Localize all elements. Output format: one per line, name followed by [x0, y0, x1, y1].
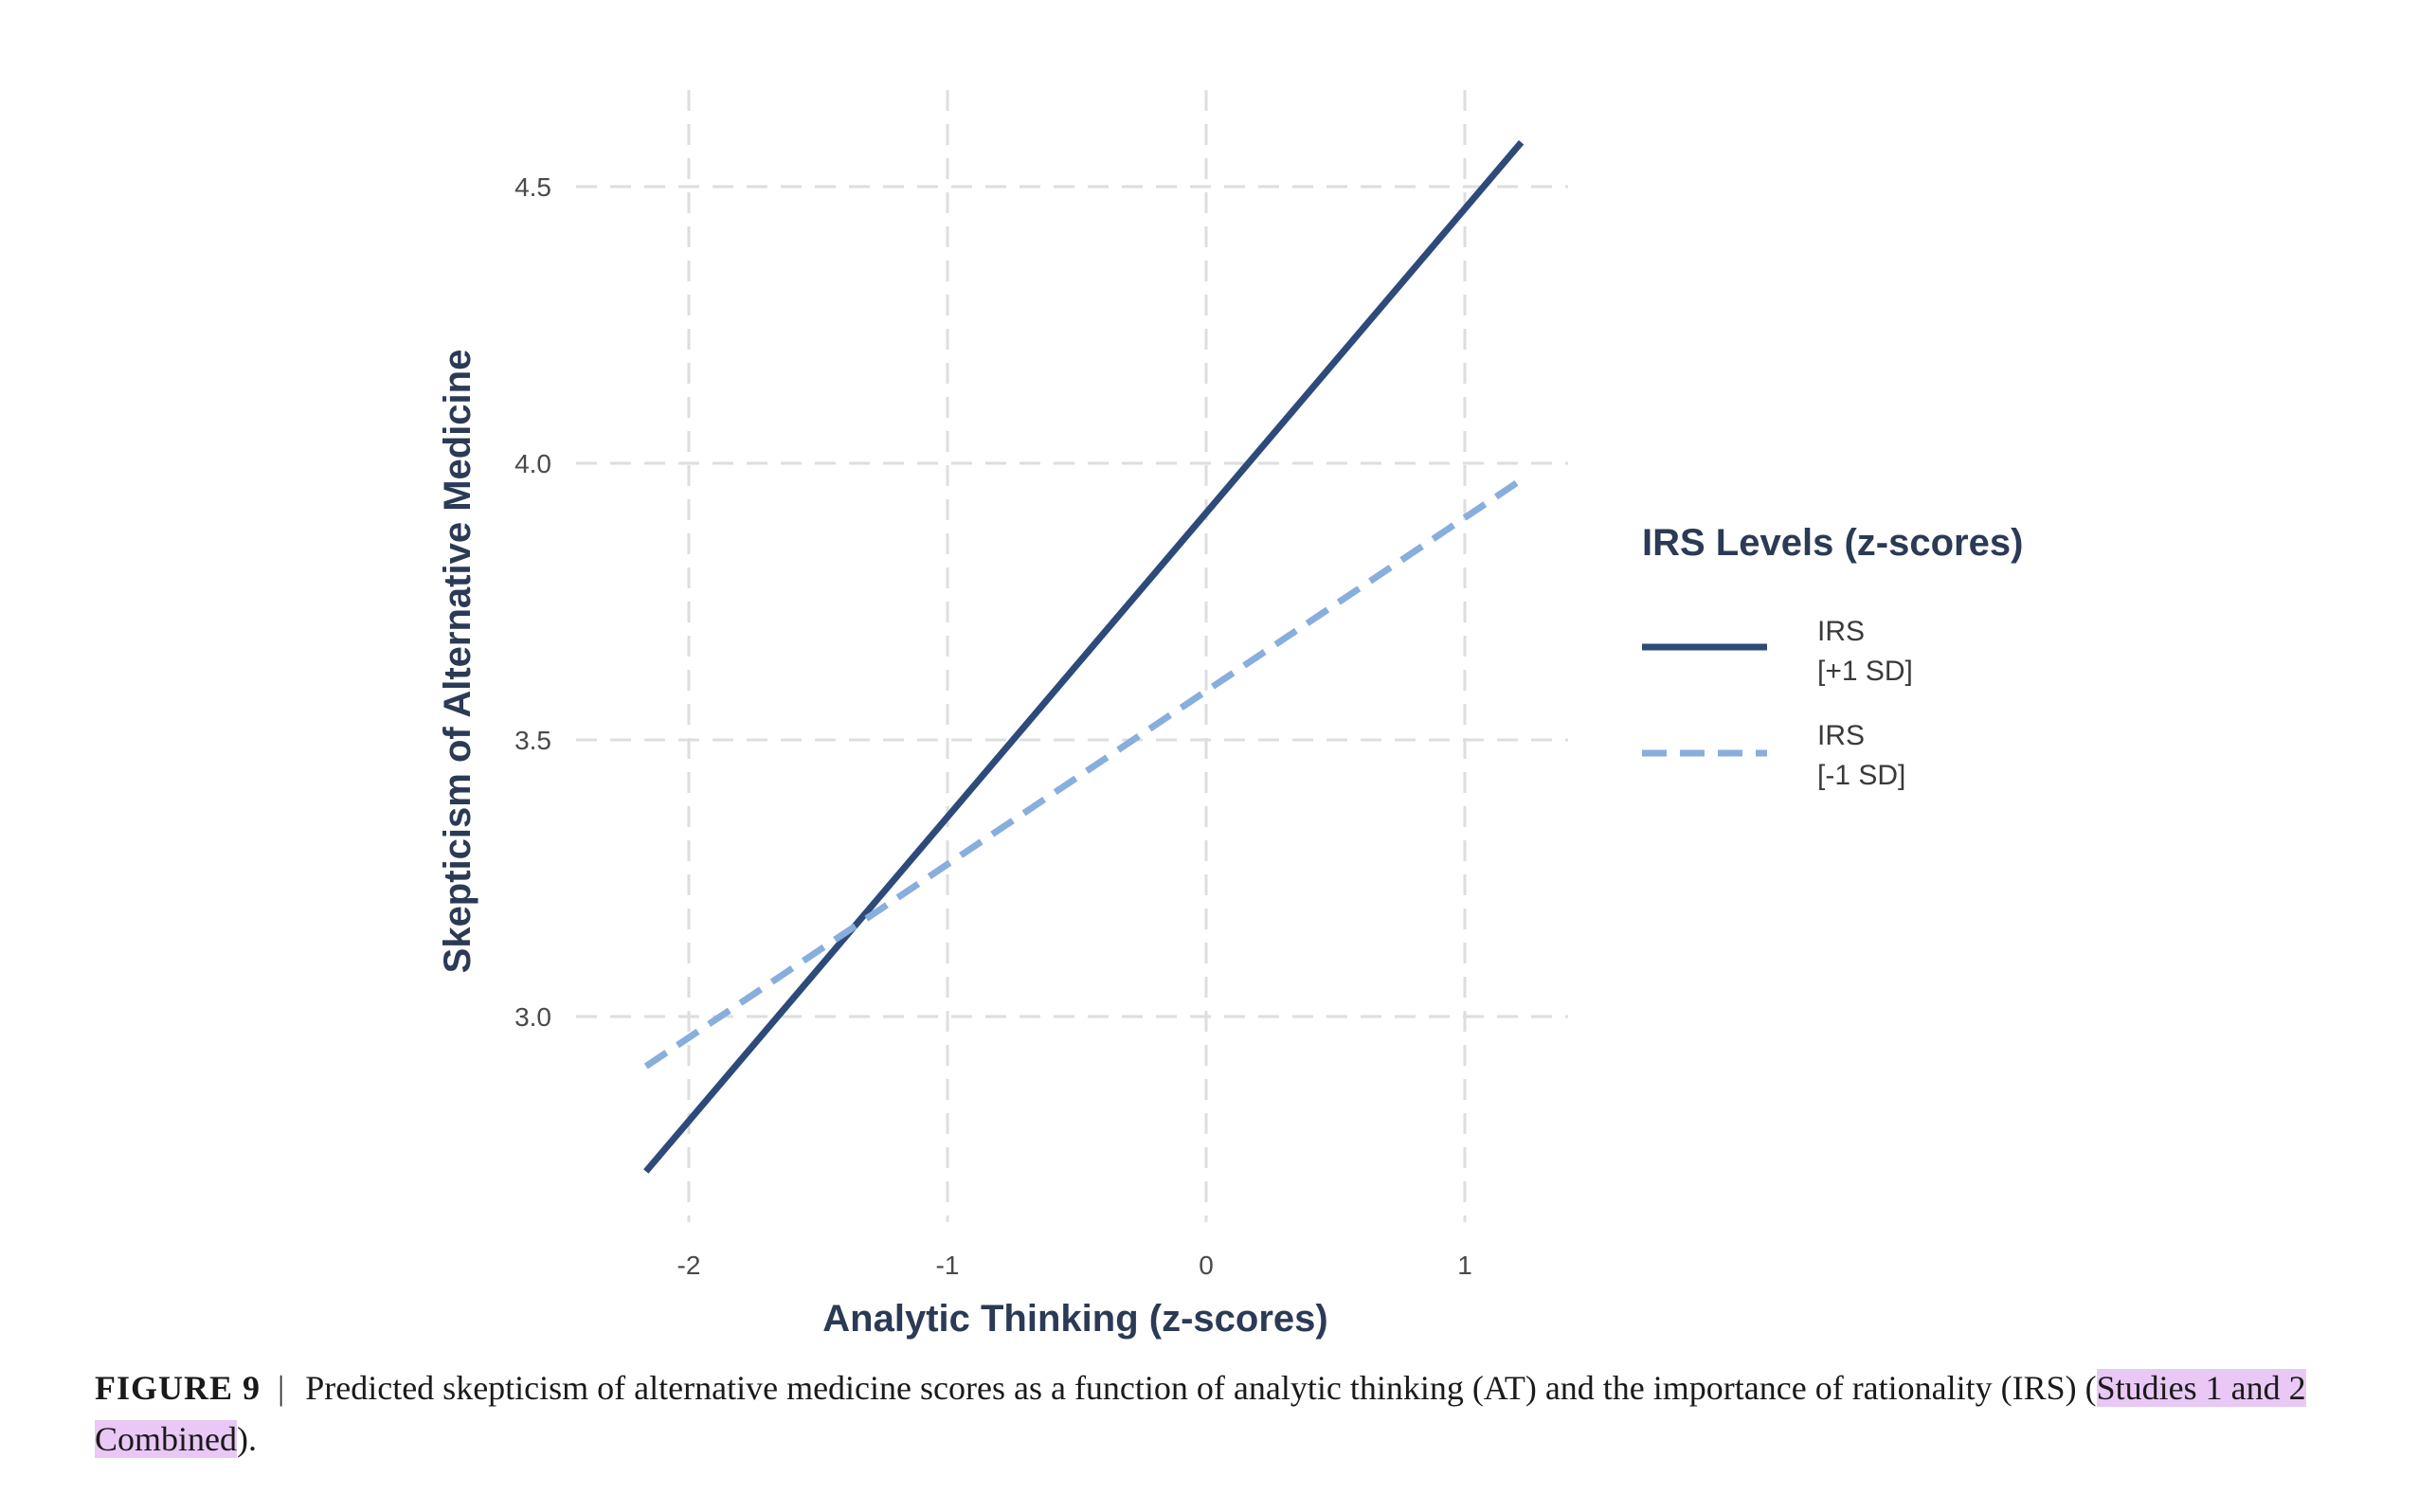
chart: -2 -1 0 1 3.0 3.5 4.0 4.5 Analytic Thinking (z-…	[437, 90, 2023, 1340]
grid	[576, 90, 1568, 1222]
legend-label-irs-plus-1sd-line2: [+1 SD]	[1817, 656, 1913, 687]
legend-label-irs-minus-1sd-line2: [-1 SD]	[1817, 760, 1905, 791]
x-tick-label: 0	[1199, 1251, 1214, 1280]
figure-label: FIGURE 9	[95, 1369, 262, 1407]
y-tick-label: 4.0	[514, 449, 551, 478]
legend: IRS Levels (z-scores) IRS [+1 SD] IRS [-…	[1642, 522, 2023, 791]
tick-labels: -2 -1 0 1 3.0 3.5 4.0 4.5	[514, 172, 1472, 1280]
x-axis-title: Analytic Thinking (z-scores)	[822, 1298, 1327, 1340]
y-tick-label: 4.5	[514, 172, 551, 202]
legend-label-irs-plus-1sd-line1: IRS	[1817, 616, 1865, 647]
x-tick-label: 1	[1457, 1251, 1472, 1280]
y-tick-label: 3.0	[514, 1002, 551, 1032]
legend-label-irs-minus-1sd-line1: IRS	[1817, 720, 1865, 751]
figure-caption: FIGURE 9 | Predicted skepticism of alterna…	[95, 1362, 2388, 1465]
caption-end: ).	[237, 1420, 257, 1458]
x-tick-label: -1	[936, 1251, 960, 1280]
legend-title: IRS Levels (z-scores)	[1642, 522, 2023, 564]
y-axis-title: Skepticism of Alternative Medicine	[437, 350, 478, 974]
caption-text: Predicted skepticism of alternative medi…	[305, 1369, 2097, 1407]
caption-separator: |	[278, 1369, 285, 1407]
series-line-irs-minus-1sd	[643, 477, 1524, 1070]
y-tick-label: 3.5	[514, 726, 551, 755]
series-lines	[643, 140, 1525, 1174]
series-line-irs-plus-1sd	[643, 140, 1525, 1174]
x-tick-label: -2	[677, 1251, 701, 1280]
